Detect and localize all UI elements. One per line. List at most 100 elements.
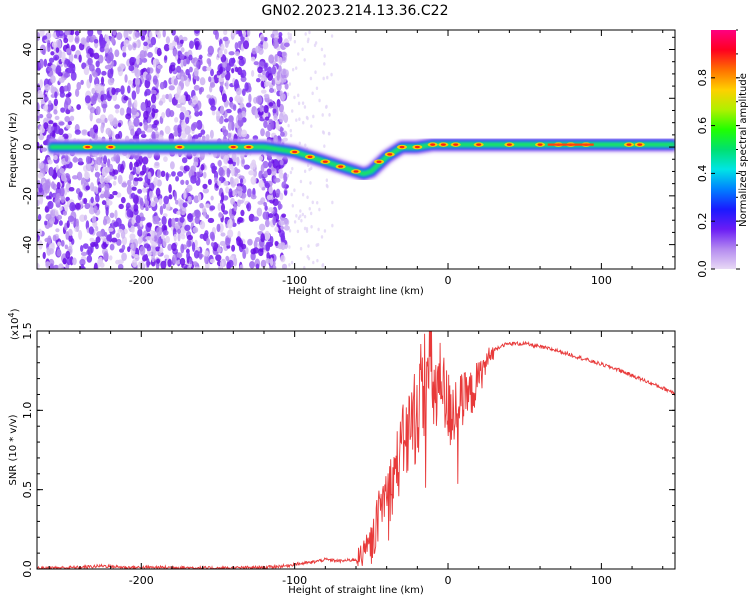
noise-speck — [268, 102, 274, 107]
ridge-hotspot-core — [399, 145, 405, 149]
snr-scale-label: (x104) — [7, 308, 21, 340]
noise-speck — [177, 57, 181, 65]
noise-speck — [257, 66, 263, 74]
noise-speck — [111, 35, 115, 45]
noise-speck — [63, 72, 71, 78]
noise-speck — [255, 77, 261, 83]
noise-speck — [291, 67, 295, 72]
noise-speck — [100, 174, 105, 183]
noise-speck — [263, 104, 269, 114]
noise-speck — [63, 100, 69, 111]
noise-speck — [41, 48, 46, 56]
noise-speck — [60, 194, 66, 203]
noise-speck — [64, 58, 71, 65]
noise-speck — [129, 233, 136, 240]
noise-speck — [168, 85, 175, 91]
noise-speck — [137, 237, 142, 245]
noise-speck — [59, 167, 65, 174]
noise-speck — [90, 196, 94, 204]
noise-speck — [38, 58, 44, 69]
noise-speck — [130, 192, 136, 199]
noise-speck — [52, 131, 56, 139]
noise-speck — [54, 197, 61, 205]
noise-speck — [246, 188, 252, 198]
noise-speck — [255, 45, 261, 54]
noise-speck — [192, 161, 199, 167]
noise-speck — [127, 44, 133, 51]
y-tick-label: 0 — [21, 144, 34, 151]
noise-speck — [246, 30, 251, 37]
noise-speck — [247, 238, 253, 246]
noise-speck — [223, 48, 228, 55]
colorbar-tick-label: 0.8 — [696, 69, 709, 87]
noise-speck — [268, 206, 274, 213]
noise-speck — [176, 252, 181, 258]
noise-speck — [79, 258, 86, 266]
noise-speck — [180, 131, 187, 139]
noise-speck — [150, 200, 156, 207]
noise-speck — [66, 256, 72, 266]
y-tick-label: 20 — [21, 91, 34, 105]
noise-speck — [322, 76, 325, 81]
noise-speck — [238, 55, 244, 60]
noise-speck — [316, 242, 320, 247]
noise-speck — [163, 156, 168, 163]
noise-speck — [114, 88, 121, 93]
noise-speck — [143, 254, 147, 260]
noise-speck — [53, 264, 60, 269]
noise-speck — [131, 90, 137, 100]
noise-speck — [202, 171, 207, 179]
noise-speck — [272, 261, 276, 267]
noise-speck — [126, 208, 133, 218]
noise-speck — [265, 258, 271, 264]
noise-speck — [67, 215, 75, 223]
noise-speck — [48, 57, 55, 63]
noise-speck — [237, 112, 243, 121]
noise-speck — [228, 51, 235, 56]
noise-speck — [81, 129, 88, 136]
noise-speck — [180, 58, 184, 68]
noise-speck — [241, 110, 246, 116]
noise-speck — [74, 202, 81, 210]
noise-speck — [63, 85, 69, 92]
noise-speck — [206, 66, 212, 71]
noise-speck — [281, 263, 288, 269]
noise-speck — [94, 171, 101, 178]
noise-speck — [175, 199, 179, 205]
colorbar-tick-label: 0.4 — [696, 165, 709, 183]
noise-speck — [127, 246, 131, 253]
svg-text:(x104): (x104) — [7, 308, 21, 340]
noise-speck — [142, 164, 147, 174]
scale-exponent: 4 — [7, 312, 16, 317]
noise-speck — [146, 257, 150, 268]
noise-speck — [197, 132, 203, 138]
noise-speck — [179, 112, 185, 121]
noise-speck — [159, 247, 164, 254]
noise-speck — [303, 214, 307, 219]
noise-speck — [148, 190, 153, 199]
noise-speck — [316, 258, 319, 263]
noise-speck — [162, 230, 169, 236]
noise-speck — [141, 187, 148, 193]
noise-speck — [267, 73, 274, 81]
noise-speck — [74, 129, 81, 135]
ridge-hotspot-core — [246, 145, 252, 149]
noise-speck — [80, 37, 87, 45]
noise-speck — [263, 171, 268, 178]
noise-speck — [64, 244, 69, 250]
noise-speck — [187, 195, 192, 203]
noise-speck — [179, 53, 185, 60]
noise-speck — [69, 202, 76, 212]
noise-speck — [106, 234, 112, 242]
noise-speck — [167, 258, 172, 268]
noise-speck — [310, 166, 313, 171]
noise-speck — [142, 156, 149, 165]
noise-speck — [104, 34, 110, 42]
noise-speck — [56, 192, 62, 199]
noise-speck — [276, 98, 281, 108]
ridge-hotspot-core — [440, 143, 446, 146]
noise-speck — [136, 55, 140, 65]
noise-speck — [99, 39, 106, 49]
noise-speck — [109, 212, 115, 219]
noise-speck — [78, 229, 83, 240]
